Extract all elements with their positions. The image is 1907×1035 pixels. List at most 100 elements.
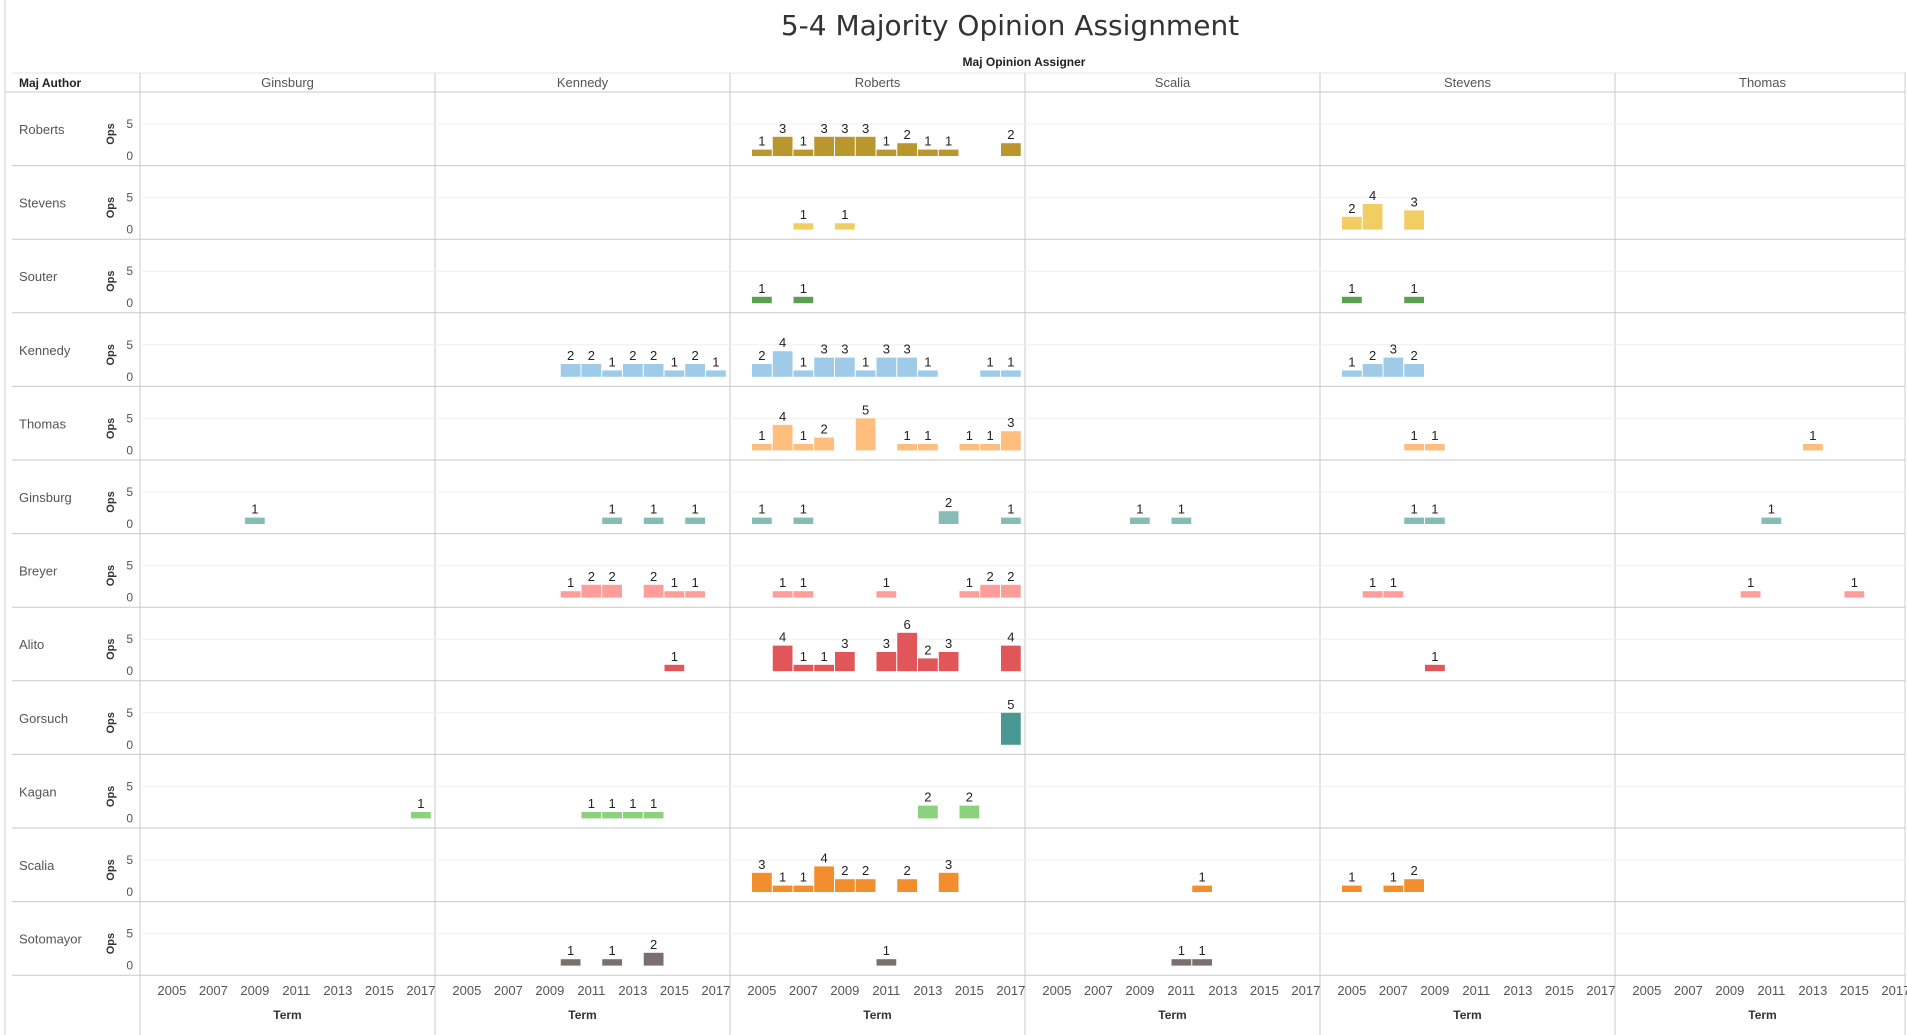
row-label-kennedy: Kennedy	[19, 343, 71, 358]
bar-ginsburg-roberts-2007	[793, 517, 814, 524]
y-axis-title: Ops	[105, 123, 117, 144]
x-tick-label: 2011	[872, 983, 900, 998]
bar-kennedy-roberts-2013	[918, 370, 938, 377]
bar-kennedy-roberts-2005	[752, 364, 772, 377]
data-label: 2	[924, 790, 931, 805]
data-label: 1	[758, 281, 765, 296]
bar-scalia-stevens-2005	[1342, 885, 1362, 892]
x-tick-label: 2017	[406, 983, 435, 998]
data-label: 3	[779, 121, 786, 136]
bar-scalia-roberts-2014	[938, 872, 959, 892]
data-label: 1	[841, 207, 848, 222]
bar-ginsburg-scalia-2009	[1130, 517, 1150, 524]
data-label: 1	[800, 134, 807, 149]
bar-thomas-roberts-2008	[814, 437, 834, 451]
data-label: 1	[1851, 575, 1858, 590]
x-tick-label: 2011	[1462, 983, 1490, 998]
y-tick-label: 0	[126, 517, 133, 531]
data-label: 3	[883, 636, 890, 651]
bar-ginsburg-roberts-2014	[938, 511, 959, 524]
x-tick-label: 2005	[1042, 983, 1071, 998]
bar-kennedy-stevens-2008	[1404, 364, 1424, 377]
data-label: 2	[692, 348, 699, 363]
bar-kennedy-roberts-2007	[793, 370, 814, 377]
bar-breyer-thomas-2010	[1740, 591, 1761, 598]
y-tick-label: 0	[126, 959, 133, 973]
bar-souter-stevens-2005	[1342, 296, 1362, 304]
data-label: 2	[629, 348, 636, 363]
data-label: 1	[883, 134, 890, 149]
data-label: 1	[758, 502, 765, 517]
row-labels: Roberts Ops 5 0 Stevens Ops 5 0 Souter Ops 5 0 Kenne…	[19, 117, 133, 973]
data-label: 1	[1348, 870, 1355, 885]
data-label: 2	[924, 642, 931, 657]
x-tick-label: 2007	[199, 983, 228, 998]
bar-kagan-kennedy-2013	[623, 812, 643, 819]
data-label: 3	[821, 342, 828, 357]
bar-kagan-ginsburg-2017	[411, 812, 431, 819]
row-label-roberts: Roberts	[19, 122, 65, 137]
data-label: 3	[1411, 194, 1418, 209]
bar-roberts-roberts-2010	[855, 136, 876, 156]
bar-scalia-scalia-2012	[1192, 885, 1212, 892]
data-label: 1	[1178, 943, 1185, 958]
x-tick-label: 2015	[1250, 983, 1279, 998]
data-label: 2	[1348, 201, 1355, 216]
bar-thomas-roberts-2016	[980, 444, 1000, 451]
x-tick-label: 2005	[1632, 983, 1661, 998]
bar-ginsburg-ginsburg-2009	[245, 517, 265, 524]
data-label: 1	[692, 575, 699, 590]
x-tick-label: 2007	[789, 983, 818, 998]
data-label: 1	[1178, 502, 1185, 517]
data-label: 4	[821, 850, 828, 865]
bar-kennedy-stevens-2007	[1383, 357, 1404, 377]
y-axis-title: Ops	[105, 418, 117, 439]
bar-ginsburg-stevens-2008	[1404, 517, 1424, 524]
data-label: 1	[904, 428, 911, 443]
data-label: 1	[417, 796, 424, 811]
data-label: 1	[1747, 575, 1754, 590]
grid-lines	[4, 0, 1906, 1035]
data-label: 1	[924, 134, 931, 149]
data-label: 1	[966, 428, 973, 443]
bar-ginsburg-roberts-2017	[1001, 517, 1021, 524]
data-label: 1	[609, 796, 616, 811]
data-label: 2	[609, 569, 616, 584]
data-label: 1	[779, 575, 786, 590]
bar-ginsburg-kennedy-2014	[643, 517, 664, 524]
bar-scalia-roberts-2007	[793, 885, 814, 892]
bar-roberts-roberts-2005	[752, 149, 772, 156]
bar-roberts-roberts-2008	[814, 136, 834, 156]
bar-roberts-roberts-2014	[938, 149, 959, 156]
bar-kennedy-kennedy-2013	[623, 364, 643, 377]
bar-breyer-stevens-2007	[1383, 591, 1404, 598]
bar-breyer-kennedy-2015	[664, 591, 685, 598]
x-tick-label: 2015	[365, 983, 394, 998]
bar-alito-stevens-2009	[1425, 664, 1445, 672]
data-label: 2	[650, 569, 657, 584]
bar-sotomayor-scalia-2012	[1192, 959, 1212, 966]
data-label: 1	[1348, 281, 1355, 296]
bar-breyer-roberts-2016	[980, 584, 1000, 598]
bar-thomas-thomas-2013	[1803, 444, 1823, 451]
data-label: 1	[1390, 870, 1397, 885]
bar-gorsuch-roberts-2017	[1001, 712, 1021, 745]
bar-kennedy-stevens-2006	[1362, 364, 1383, 377]
y-tick-label: 0	[126, 664, 133, 678]
data-label: 1	[1768, 502, 1775, 517]
y-axis-title: Ops	[105, 638, 117, 659]
y-axis-title: Ops	[105, 712, 117, 733]
bar-alito-roberts-2009	[835, 652, 855, 672]
x-tick-label: 2013	[618, 983, 647, 998]
column-header-title: Maj Opinion Assigner	[963, 55, 1086, 69]
row-label-kagan: Kagan	[19, 784, 57, 799]
bar-kennedy-roberts-2016	[980, 370, 1000, 377]
bar-stevens-stevens-2006	[1362, 204, 1383, 230]
data-label: 1	[1199, 870, 1206, 885]
bar-kennedy-roberts-2010	[855, 370, 876, 377]
row-label-souter: Souter	[19, 269, 58, 284]
bar-kennedy-roberts-2012	[897, 357, 917, 377]
data-label: 1	[1411, 502, 1418, 517]
y-tick-label: 0	[126, 149, 133, 163]
data-label: 4	[779, 409, 786, 424]
